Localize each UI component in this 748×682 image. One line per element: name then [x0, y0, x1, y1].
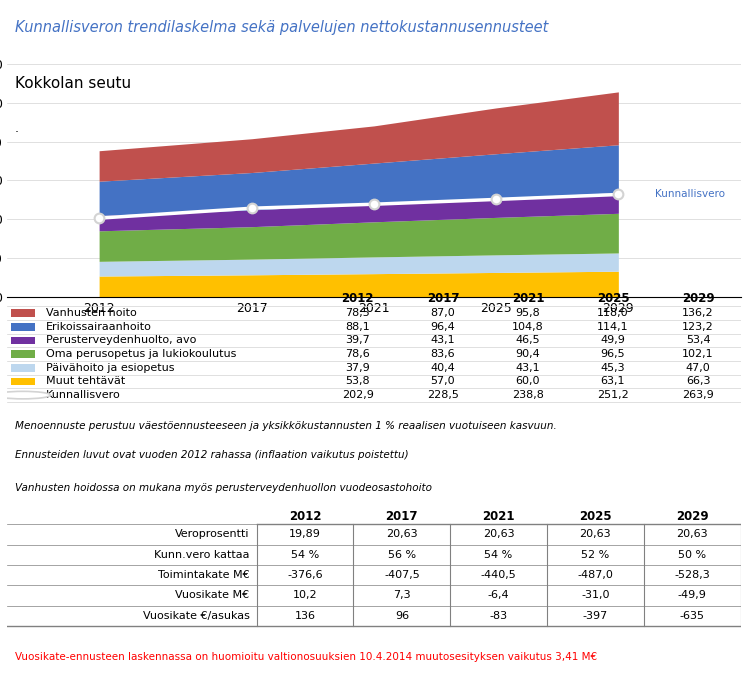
Text: 43,1: 43,1 — [431, 336, 456, 345]
Text: Päivähoito ja esiopetus: Päivähoito ja esiopetus — [46, 363, 174, 373]
Text: 95,8: 95,8 — [515, 308, 540, 318]
Text: Vuosikate M€: Vuosikate M€ — [175, 591, 249, 600]
Text: 2021: 2021 — [512, 293, 545, 306]
Text: 20,63: 20,63 — [386, 529, 417, 539]
Text: Toimintakate M€: Toimintakate M€ — [158, 570, 249, 580]
Text: 104,8: 104,8 — [512, 322, 544, 331]
Text: 88,1: 88,1 — [346, 322, 370, 331]
Text: 53,4: 53,4 — [686, 336, 711, 345]
Text: -83: -83 — [489, 610, 508, 621]
Text: Menoennuste perustuu väestöennusteeseen ja yksikkökustannusten 1 % reaalisen vuo: Menoennuste perustuu väestöennusteeseen … — [15, 421, 557, 431]
Bar — [11, 337, 34, 344]
Text: -49,9: -49,9 — [678, 591, 707, 600]
Text: 40,4: 40,4 — [431, 363, 456, 373]
Text: 228,5: 228,5 — [427, 390, 459, 400]
Text: 118,0: 118,0 — [597, 308, 629, 318]
Text: 20,63: 20,63 — [580, 529, 611, 539]
Text: 2012: 2012 — [342, 293, 374, 306]
Text: 2029: 2029 — [676, 509, 708, 522]
Text: 10,2: 10,2 — [292, 591, 317, 600]
Text: -635: -635 — [680, 610, 705, 621]
Text: 2017: 2017 — [386, 509, 418, 522]
Text: 96,5: 96,5 — [601, 349, 625, 359]
Text: 57,0: 57,0 — [431, 376, 456, 387]
Text: 66,3: 66,3 — [686, 376, 711, 387]
Text: 39,7: 39,7 — [346, 336, 370, 345]
Text: 60,0: 60,0 — [515, 376, 540, 387]
Text: Kunnallisvero: Kunnallisvero — [46, 390, 120, 400]
Text: 46,5: 46,5 — [515, 336, 540, 345]
Text: Perusterveydenhuolto, avo: Perusterveydenhuolto, avo — [46, 336, 196, 345]
Text: Kokkolan seutu: Kokkolan seutu — [15, 76, 131, 91]
Text: 263,9: 263,9 — [682, 390, 714, 400]
Text: 20,63: 20,63 — [676, 529, 708, 539]
Bar — [11, 323, 34, 331]
Text: 63,1: 63,1 — [601, 376, 625, 387]
Text: 251,2: 251,2 — [597, 390, 629, 400]
Text: 87,0: 87,0 — [431, 308, 456, 318]
Text: 2025: 2025 — [579, 509, 612, 522]
Text: Vanhusten hoito: Vanhusten hoito — [46, 308, 136, 318]
Text: Vuosikate-ennusteen laskennassa on huomioitu valtionosuuksien 10.4.2014 muutoses: Vuosikate-ennusteen laskennassa on huomi… — [15, 652, 597, 662]
Text: 78,5: 78,5 — [346, 308, 370, 318]
Text: 37,9: 37,9 — [346, 363, 370, 373]
Text: Oma perusopetus ja lukiokoulutus: Oma perusopetus ja lukiokoulutus — [46, 349, 236, 359]
Text: 7,3: 7,3 — [393, 591, 411, 600]
Text: 136: 136 — [295, 610, 316, 621]
Bar — [11, 310, 34, 317]
Text: -440,5: -440,5 — [481, 570, 516, 580]
Text: 136,2: 136,2 — [682, 308, 714, 318]
Text: 114,1: 114,1 — [597, 322, 629, 331]
Text: Erikoissairaanhoito: Erikoissairaanhoito — [46, 322, 152, 331]
Text: 2017: 2017 — [426, 293, 459, 306]
Text: -31,0: -31,0 — [581, 591, 610, 600]
Text: 96,4: 96,4 — [431, 322, 456, 331]
Text: 123,2: 123,2 — [682, 322, 714, 331]
Text: -6,4: -6,4 — [488, 591, 509, 600]
Text: 2012: 2012 — [289, 509, 322, 522]
Text: 54 %: 54 % — [291, 550, 319, 560]
Circle shape — [0, 391, 50, 399]
Text: 2025: 2025 — [597, 293, 629, 306]
Text: -487,0: -487,0 — [577, 570, 613, 580]
Text: 47,0: 47,0 — [686, 363, 711, 373]
Bar — [11, 378, 34, 385]
Text: 56 %: 56 % — [387, 550, 416, 560]
Text: -407,5: -407,5 — [384, 570, 420, 580]
Text: 45,3: 45,3 — [601, 363, 625, 373]
Text: -397: -397 — [583, 610, 608, 621]
Text: 102,1: 102,1 — [682, 349, 714, 359]
Text: 19,89: 19,89 — [289, 529, 321, 539]
Text: Kunn.vero kattaa: Kunn.vero kattaa — [154, 550, 249, 560]
Text: 238,8: 238,8 — [512, 390, 544, 400]
Text: Kunnallisvero: Kunnallisvero — [655, 190, 725, 199]
Text: 90,4: 90,4 — [515, 349, 540, 359]
Bar — [11, 364, 34, 372]
Text: 2021: 2021 — [482, 509, 515, 522]
Text: 202,9: 202,9 — [342, 390, 374, 400]
Bar — [11, 351, 34, 358]
Text: -376,6: -376,6 — [287, 570, 323, 580]
Text: 96: 96 — [395, 610, 409, 621]
Text: 54 %: 54 % — [485, 550, 512, 560]
Text: Muut tehtävät: Muut tehtävät — [46, 376, 125, 387]
Text: Vanhusten hoidossa on mukana myös perusterveydenhuollon vuodeosastohoito: Vanhusten hoidossa on mukana myös perust… — [15, 483, 432, 492]
Text: Veroprosentti: Veroprosentti — [175, 529, 249, 539]
Text: 50 %: 50 % — [678, 550, 706, 560]
Text: 49,9: 49,9 — [601, 336, 625, 345]
Text: Vuosikate €/asukas: Vuosikate €/asukas — [143, 610, 249, 621]
Text: Kunnallisveron trendilaskelma sekä palvelujen nettokustannusennusteet: Kunnallisveron trendilaskelma sekä palve… — [15, 20, 548, 35]
Text: 20,63: 20,63 — [482, 529, 515, 539]
Text: .: . — [15, 122, 19, 135]
Text: 2029: 2029 — [681, 293, 714, 306]
Text: 43,1: 43,1 — [515, 363, 540, 373]
Text: -528,3: -528,3 — [674, 570, 710, 580]
Text: 83,6: 83,6 — [431, 349, 456, 359]
Text: 52 %: 52 % — [581, 550, 610, 560]
Text: Ennusteiden luvut ovat vuoden 2012 rahassa (inflaation vaikutus poistettu): Ennusteiden luvut ovat vuoden 2012 rahas… — [15, 450, 408, 460]
Text: 78,6: 78,6 — [346, 349, 370, 359]
Text: 53,8: 53,8 — [346, 376, 370, 387]
